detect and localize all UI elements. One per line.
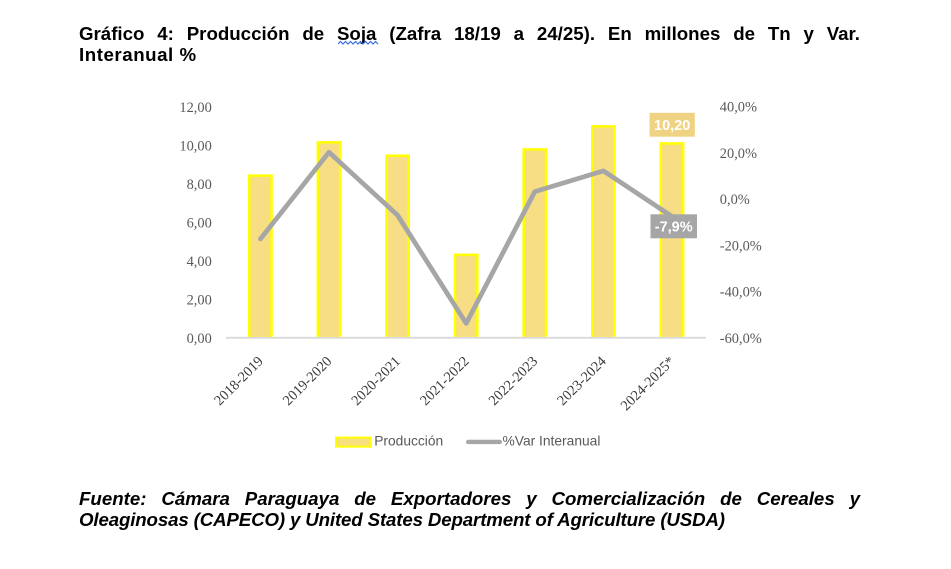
svg-text:%Var Interanual: %Var Interanual bbox=[503, 434, 601, 449]
svg-text:10,20: 10,20 bbox=[654, 118, 690, 134]
svg-text:2023-2024: 2023-2024 bbox=[554, 354, 609, 409]
svg-text:Producción: Producción bbox=[374, 434, 443, 449]
svg-text:2,00: 2,00 bbox=[187, 292, 212, 308]
svg-text:12,00: 12,00 bbox=[179, 100, 211, 116]
svg-text:6,00: 6,00 bbox=[187, 215, 212, 231]
svg-text:2021-2022: 2021-2022 bbox=[417, 354, 472, 409]
svg-text:-7,9%: -7,9% bbox=[655, 220, 693, 236]
svg-text:20,0%: 20,0% bbox=[720, 146, 757, 162]
svg-text:2024-2025*: 2024-2025* bbox=[618, 354, 679, 415]
svg-text:-40,0%: -40,0% bbox=[720, 285, 762, 301]
svg-text:2022-2023: 2022-2023 bbox=[486, 354, 541, 409]
svg-text:2018-2019: 2018-2019 bbox=[211, 354, 266, 409]
svg-text:8,00: 8,00 bbox=[187, 177, 212, 193]
svg-text:0,0%: 0,0% bbox=[720, 192, 750, 208]
svg-text:4,00: 4,00 bbox=[187, 254, 212, 270]
svg-text:10,00: 10,00 bbox=[179, 138, 211, 154]
svg-text:2019-2020: 2019-2020 bbox=[280, 354, 335, 409]
svg-text:-60,0%: -60,0% bbox=[720, 331, 762, 347]
svg-text:40,0%: 40,0% bbox=[720, 100, 757, 116]
svg-text:-20,0%: -20,0% bbox=[720, 238, 762, 254]
svg-text:0,00: 0,00 bbox=[187, 331, 212, 347]
svg-text:2020-2021: 2020-2021 bbox=[349, 354, 404, 409]
